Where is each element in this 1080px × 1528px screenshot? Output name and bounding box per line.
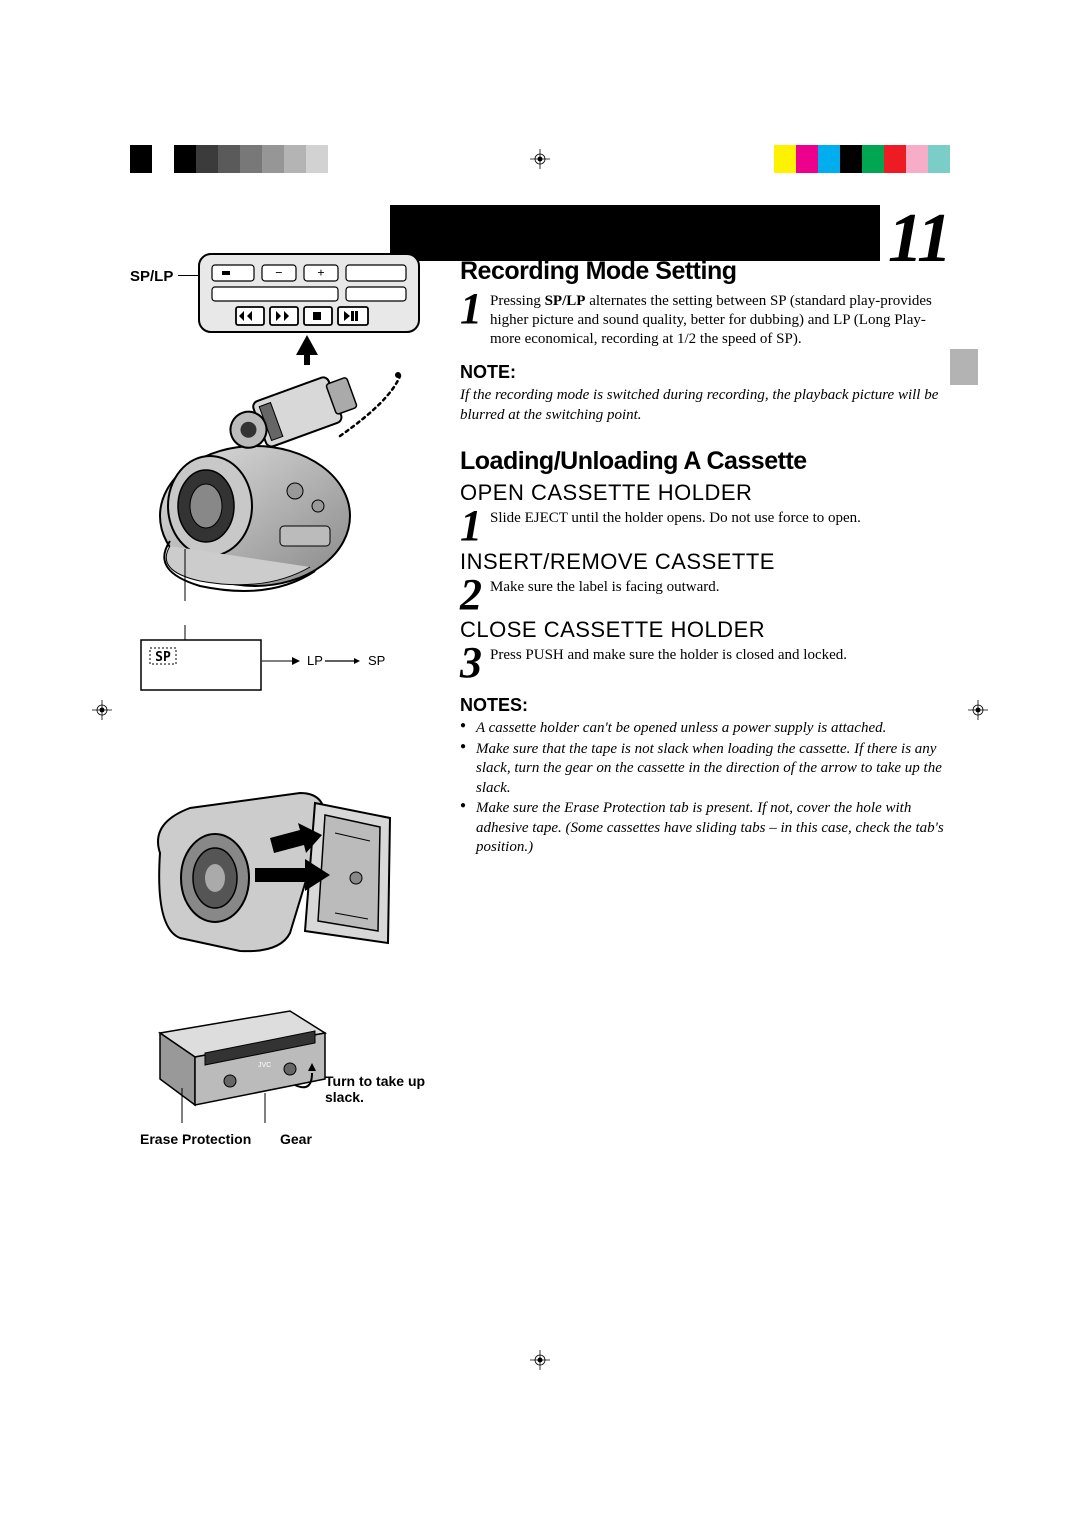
color-swatch bbox=[306, 145, 328, 173]
step-heading: INSERT/REMOVE CASSETTE bbox=[460, 549, 950, 575]
sp-lp-label: SP/LP bbox=[130, 268, 173, 285]
color-swatch bbox=[840, 145, 862, 173]
list-item: Make sure that the tape is not slack whe… bbox=[460, 740, 950, 799]
color-swatch bbox=[328, 145, 350, 173]
color-swatch bbox=[196, 145, 218, 173]
color-swatch bbox=[218, 145, 240, 173]
registration-mark-icon bbox=[530, 1350, 550, 1370]
notes-list: A cassette holder can't be opened unless… bbox=[460, 719, 950, 858]
lcd-sp-text: SP bbox=[368, 653, 385, 668]
note-heading: NOTE: bbox=[460, 362, 950, 383]
color-swatch bbox=[884, 145, 906, 173]
step-number: 3 bbox=[460, 644, 490, 681]
list-item: A cassette holder can't be opened unless… bbox=[460, 719, 950, 739]
step-text: Make sure the label is facing outward. bbox=[490, 576, 720, 597]
svg-text:JVC: JVC bbox=[258, 1062, 271, 1069]
color-swatch bbox=[818, 145, 840, 173]
color-swatch bbox=[262, 145, 284, 173]
page-tab bbox=[950, 349, 978, 385]
step-heading: CLOSE CASSETTE HOLDER bbox=[460, 617, 950, 643]
registration-mark-icon bbox=[968, 700, 988, 720]
label-line bbox=[178, 275, 198, 276]
step-heading: OPEN CASSETTE HOLDER bbox=[460, 480, 950, 506]
camcorder-diagram bbox=[140, 361, 450, 601]
lcd-sp-box: SP bbox=[155, 650, 171, 665]
lcd-indicator-diagram: SP LP SP bbox=[140, 625, 450, 695]
section-loading-heading: Loading/Unloading A Cassette bbox=[460, 447, 950, 476]
color-swatch bbox=[928, 145, 950, 173]
color-swatch bbox=[174, 145, 196, 173]
step-text: Press PUSH and make sure the holder is c… bbox=[490, 644, 847, 665]
step-text: Slide EJECT until the holder opens. Do n… bbox=[490, 507, 861, 528]
color-swatch bbox=[152, 145, 174, 173]
erase-protection-label: Erase Protection bbox=[140, 1131, 251, 1147]
color-swatch bbox=[796, 145, 818, 173]
turn-slack-label: Turn to take up slack. bbox=[325, 1073, 435, 1105]
step-number: 2 bbox=[460, 576, 490, 613]
lcd-lp-text: LP bbox=[307, 653, 323, 668]
svg-text:−: − bbox=[275, 265, 282, 280]
gear-label: Gear bbox=[280, 1131, 312, 1147]
svg-text:+: + bbox=[317, 265, 324, 280]
step-text: Pressing SP/LP alternates the setting be… bbox=[490, 290, 950, 348]
notes-heading: NOTES: bbox=[460, 695, 950, 716]
color-swatch bbox=[906, 145, 928, 173]
color-swatch bbox=[862, 145, 884, 173]
registration-mark-icon bbox=[92, 700, 112, 720]
registration-mark-icon bbox=[530, 149, 550, 169]
color-swatch bbox=[774, 145, 796, 173]
cassette-holder-diagram bbox=[140, 783, 450, 973]
note-text: If the recording mode is switched during… bbox=[460, 386, 950, 425]
color-swatch bbox=[130, 145, 152, 173]
list-item: Make sure the Erase Protection tab is pr… bbox=[460, 799, 950, 858]
step-number: 1 bbox=[460, 507, 490, 544]
color-swatch bbox=[240, 145, 262, 173]
section-recording-mode-heading: Recording Mode Setting bbox=[460, 257, 950, 286]
step-number: 1 bbox=[460, 290, 490, 327]
color-swatch bbox=[284, 145, 306, 173]
